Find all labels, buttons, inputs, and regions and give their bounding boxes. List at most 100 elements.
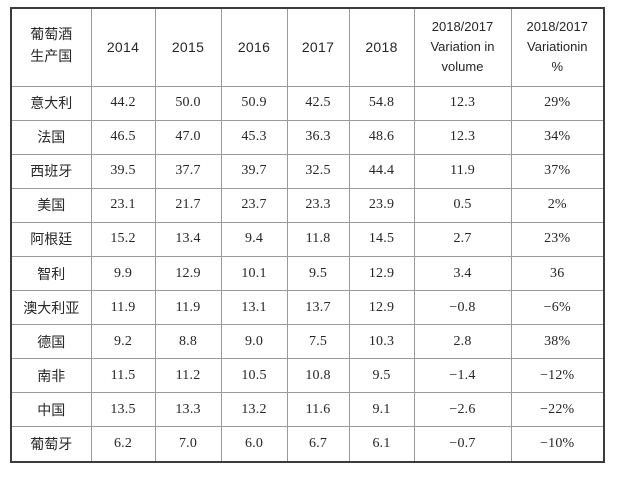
country-cell: 德国 xyxy=(10,324,92,360)
table-row: 中国 13.5 13.3 13.2 11.6 9.1 −2.6 −22% xyxy=(10,392,605,428)
value-cell: 12.3 xyxy=(413,85,512,121)
value-cell: 39.5 xyxy=(90,153,156,189)
value-cell: 13.5 xyxy=(90,392,156,428)
country-cell: 美国 xyxy=(10,187,92,223)
header-variation-volume-line2: Variation in xyxy=(430,39,495,55)
value-cell: 6.1 xyxy=(348,426,415,463)
value-cell: 2.7 xyxy=(413,221,512,257)
header-country-column: 葡萄酒 生产国 xyxy=(10,7,92,87)
value-cell: 11.9 xyxy=(154,290,222,326)
table-row: 德国 9.2 8.8 9.0 7.5 10.3 2.8 38% xyxy=(10,324,605,360)
table-row: 阿根廷 15.2 13.4 9.4 11.8 14.5 2.7 23% xyxy=(10,221,605,257)
value-cell: 2.8 xyxy=(413,324,512,360)
value-cell: 32.5 xyxy=(286,153,350,189)
value-cell: 6.7 xyxy=(286,426,350,463)
value-cell: 13.1 xyxy=(220,290,288,326)
header-variation-percent-line1: 2018/2017 xyxy=(526,19,588,35)
header-variation-percent: 2018/2017 Variationin % xyxy=(510,7,605,87)
header-year-2017: 2017 xyxy=(286,7,350,87)
value-cell: 50.9 xyxy=(220,85,288,121)
value-cell: 9.5 xyxy=(348,358,415,394)
value-cell: −0.8 xyxy=(413,290,512,326)
value-cell: −22% xyxy=(510,392,605,428)
header-year-2014: 2014 xyxy=(90,7,156,87)
value-cell: 21.7 xyxy=(154,187,222,223)
header-variation-volume-line3: volume xyxy=(441,59,484,75)
value-cell: 34% xyxy=(510,119,605,155)
value-cell: 13.7 xyxy=(286,290,350,326)
table-row: 西班牙 39.5 37.7 39.7 32.5 44.4 11.9 37% xyxy=(10,153,605,189)
value-cell: 6.0 xyxy=(220,426,288,463)
value-cell: 10.8 xyxy=(286,358,350,394)
value-cell: 9.5 xyxy=(286,255,350,292)
header-variation-volume: 2018/2017 Variation in volume xyxy=(413,7,512,87)
value-cell: 38% xyxy=(510,324,605,360)
value-cell: 9.0 xyxy=(220,324,288,360)
table-row: 意大利 44.2 50.0 50.9 42.5 54.8 12.3 29% xyxy=(10,85,605,121)
value-cell: 23.1 xyxy=(90,187,156,223)
value-cell: 9.4 xyxy=(220,221,288,257)
value-cell: 37.7 xyxy=(154,153,222,189)
value-cell: 7.0 xyxy=(154,426,222,463)
value-cell: 13.3 xyxy=(154,392,222,428)
value-cell: 36.3 xyxy=(286,119,350,155)
value-cell: 11.9 xyxy=(413,153,512,189)
value-cell: 10.1 xyxy=(220,255,288,292)
table-row: 澳大利亚 11.9 11.9 13.1 13.7 12.9 −0.8 −6% xyxy=(10,290,605,326)
value-cell: 44.4 xyxy=(348,153,415,189)
value-cell: 23.9 xyxy=(348,187,415,223)
value-cell: 44.2 xyxy=(90,85,156,121)
value-cell: 13.4 xyxy=(154,221,222,257)
country-cell: 澳大利亚 xyxy=(10,290,92,326)
value-cell: 37% xyxy=(510,153,605,189)
value-cell: 9.9 xyxy=(90,255,156,292)
table-row: 智利 9.9 12.9 10.1 9.5 12.9 3.4 36 xyxy=(10,255,605,292)
country-cell: 智利 xyxy=(10,255,92,292)
header-variation-volume-line1: 2018/2017 xyxy=(431,19,494,35)
value-cell: 54.8 xyxy=(348,85,415,121)
value-cell: 11.9 xyxy=(90,290,156,326)
value-cell: 9.1 xyxy=(348,392,415,428)
value-cell: 8.8 xyxy=(154,324,222,360)
country-cell: 中国 xyxy=(10,392,92,428)
country-cell: 西班牙 xyxy=(10,153,92,189)
value-cell: 10.5 xyxy=(220,358,288,394)
table-row: 法国 46.5 47.0 45.3 36.3 48.6 12.3 34% xyxy=(10,119,605,155)
value-cell: 48.6 xyxy=(348,119,415,155)
value-cell: 14.5 xyxy=(348,221,415,257)
value-cell: −10% xyxy=(510,426,605,463)
value-cell: −6% xyxy=(510,290,605,326)
value-cell: −1.4 xyxy=(413,358,512,394)
value-cell: 11.5 xyxy=(90,358,156,394)
value-cell: 0.5 xyxy=(413,187,512,223)
value-cell: 10.3 xyxy=(348,324,415,360)
value-cell: 12.9 xyxy=(348,290,415,326)
header-year-2015: 2015 xyxy=(154,7,222,87)
country-cell: 法国 xyxy=(10,119,92,155)
value-cell: 2% xyxy=(510,187,605,223)
wine-production-table: 葡萄酒 生产国 2014 2015 2016 2017 2018 2018/20… xyxy=(10,7,605,463)
header-country-line1: 葡萄酒 xyxy=(30,28,73,44)
value-cell: 36 xyxy=(510,255,605,292)
header-year-2016: 2016 xyxy=(220,7,288,87)
value-cell: 23.3 xyxy=(286,187,350,223)
value-cell: 12.9 xyxy=(154,255,222,292)
value-cell: 23% xyxy=(510,221,605,257)
table-row: 美国 23.1 21.7 23.7 23.3 23.9 0.5 2% xyxy=(10,187,605,223)
value-cell: 12.9 xyxy=(348,255,415,292)
country-cell: 意大利 xyxy=(10,85,92,121)
value-cell: 46.5 xyxy=(90,119,156,155)
header-row: 葡萄酒 生产国 2014 2015 2016 2017 2018 2018/20… xyxy=(10,7,605,87)
header-variation-percent-line3: % xyxy=(551,59,564,75)
value-cell: 11.2 xyxy=(154,358,222,394)
value-cell: 3.4 xyxy=(413,255,512,292)
value-cell: 45.3 xyxy=(220,119,288,155)
country-cell: 阿根廷 xyxy=(10,221,92,257)
value-cell: 11.6 xyxy=(286,392,350,428)
header-year-2018: 2018 xyxy=(348,7,415,87)
header-country-line2: 生产国 xyxy=(30,50,73,66)
country-cell: 葡萄牙 xyxy=(10,426,92,463)
value-cell: 7.5 xyxy=(286,324,350,360)
value-cell: 6.2 xyxy=(90,426,156,463)
